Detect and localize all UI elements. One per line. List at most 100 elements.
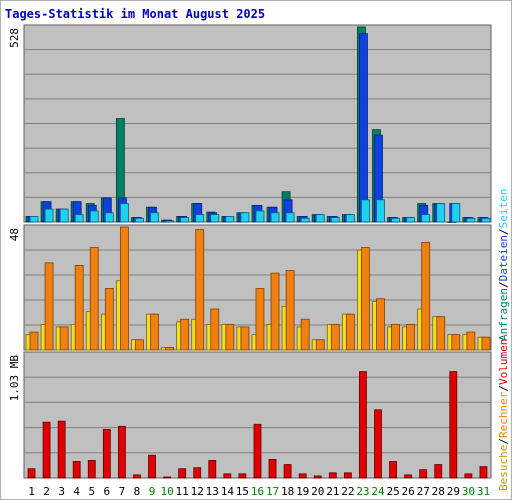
panel-bottom: 1.03 MB <box>8 351 492 479</box>
bar-volumen-day-23 <box>359 371 367 479</box>
x-tick-label: 11 <box>176 485 189 498</box>
x-tick-label: 14 <box>221 485 235 498</box>
legend-rechner: Rechner <box>497 391 510 438</box>
bar-rechner-day-24 <box>376 298 385 351</box>
bar-rechner-day-30 <box>466 331 476 351</box>
legend-separator: / <box>497 385 510 392</box>
bar-rechner-day-31 <box>481 336 491 351</box>
bar-volumen-day-20 <box>313 475 322 479</box>
bar-rechner-day-11 <box>180 318 190 351</box>
bar-seiten-day-24 <box>376 199 385 223</box>
bar-rechner-day-25 <box>391 323 400 351</box>
bar-dateien-day-23 <box>359 33 368 223</box>
bar-seiten-day-10 <box>165 220 174 223</box>
bar-volumen-day-15 <box>238 473 247 479</box>
bar-volumen-day-31 <box>479 466 488 479</box>
bar-volumen-day-9 <box>148 454 156 479</box>
bar-rechner-day-8 <box>135 339 144 351</box>
bar-seiten-day-4 <box>74 214 84 223</box>
bar-rechner-day-2 <box>44 262 54 351</box>
bar-volumen-day-13 <box>208 460 217 479</box>
x-tick-label: 17 <box>266 485 279 498</box>
bar-volumen-day-25 <box>389 461 397 479</box>
bar-seiten-day-30 <box>466 217 476 223</box>
x-tick-label: 12 <box>191 485 204 498</box>
legend-dateien: Dateien <box>497 235 510 281</box>
x-tick-label: 29 <box>447 485 460 498</box>
bar-volumen-day-4 <box>72 461 81 479</box>
x-tick-label: 1 <box>28 485 35 498</box>
x-tick-label: 22 <box>341 485 354 498</box>
bar-seiten-day-19 <box>300 217 310 223</box>
bar-rechner-day-14 <box>225 323 235 351</box>
x-tick-label: 9 <box>149 485 156 498</box>
y-scale-label: 528 <box>8 28 21 48</box>
x-tick-label: 8 <box>134 485 141 498</box>
legend-seiten: Seiten <box>497 189 510 229</box>
bar-rechner-day-13 <box>210 308 220 351</box>
bar-rechner-day-29 <box>451 334 461 351</box>
page-title: Tages-Statistik im Monat August 2025 <box>5 7 266 21</box>
bar-volumen-day-27 <box>419 469 428 479</box>
x-tick-label: 23 <box>356 485 369 498</box>
x-tick-label: 27 <box>417 485 430 498</box>
bar-seiten-day-16 <box>255 210 265 223</box>
bar-seiten-day-20 <box>315 214 325 223</box>
bar-volumen-day-21 <box>328 472 337 479</box>
x-tick-label: 21 <box>326 485 339 498</box>
bar-seiten-day-17 <box>270 212 280 223</box>
bar-volumen-day-26 <box>404 474 413 479</box>
legend-besuche: Besuche <box>497 445 510 491</box>
bar-seiten-day-26 <box>406 217 416 223</box>
bar-rechner-day-21 <box>330 323 340 351</box>
bar-volumen-day-6 <box>102 429 111 479</box>
bar-volumen-day-18 <box>283 464 292 479</box>
bar-volumen-day-14 <box>223 473 232 479</box>
legend-anfragen: Anfragen <box>497 288 510 341</box>
bar-seiten-day-15 <box>240 212 250 223</box>
x-tick-label: 24 <box>371 485 385 498</box>
bar-rechner-day-7 <box>119 226 129 351</box>
x-tick-label: 5 <box>88 485 95 498</box>
bar-seiten-day-8 <box>135 217 144 223</box>
x-tick-label: 4 <box>73 485 80 498</box>
bar-volumen-day-8 <box>133 474 141 479</box>
bar-volumen-day-19 <box>298 473 307 479</box>
x-tick-label: 3 <box>58 485 65 498</box>
bar-rechner-day-28 <box>436 316 446 351</box>
bar-seiten-day-12 <box>195 214 205 223</box>
bar-volumen-day-7 <box>117 425 126 479</box>
bar-rechner-day-3 <box>59 326 69 351</box>
bar-volumen-day-10 <box>163 476 171 479</box>
bar-rechner-day-18 <box>285 270 295 351</box>
y-scale-label: 48 <box>8 228 21 241</box>
x-tick-label: 28 <box>432 485 445 498</box>
x-tick-label: 15 <box>236 485 249 498</box>
bar-volumen-day-2 <box>42 421 51 479</box>
bar-seiten-day-5 <box>89 210 99 223</box>
bar-rechner-day-20 <box>315 339 325 351</box>
bar-seiten-day-25 <box>391 217 400 223</box>
bar-seiten-day-9 <box>150 212 159 223</box>
x-tick-label: 30 <box>462 485 475 498</box>
bar-volumen-day-29 <box>449 371 458 479</box>
bar-seiten-day-22 <box>345 214 355 223</box>
bar-seiten-day-29 <box>451 203 461 223</box>
bar-seiten-day-14 <box>225 216 235 223</box>
x-tick-label: 19 <box>296 485 309 498</box>
bar-seiten-day-28 <box>436 203 446 223</box>
x-tick-label: 6 <box>104 485 111 498</box>
bar-rechner-day-27 <box>421 241 431 351</box>
legend-separator: / <box>497 228 510 235</box>
bar-volumen-day-28 <box>434 464 443 479</box>
bar-rechner-day-26 <box>406 323 416 351</box>
x-tick-label: 7 <box>119 485 126 498</box>
bar-seiten-day-27 <box>421 214 431 223</box>
bar-rechner-day-23 <box>361 247 370 351</box>
x-tick-label: 18 <box>281 485 294 498</box>
panel-top: 528 <box>8 24 492 223</box>
bar-rechner-day-19 <box>300 318 310 351</box>
bar-volumen-day-30 <box>464 473 473 479</box>
